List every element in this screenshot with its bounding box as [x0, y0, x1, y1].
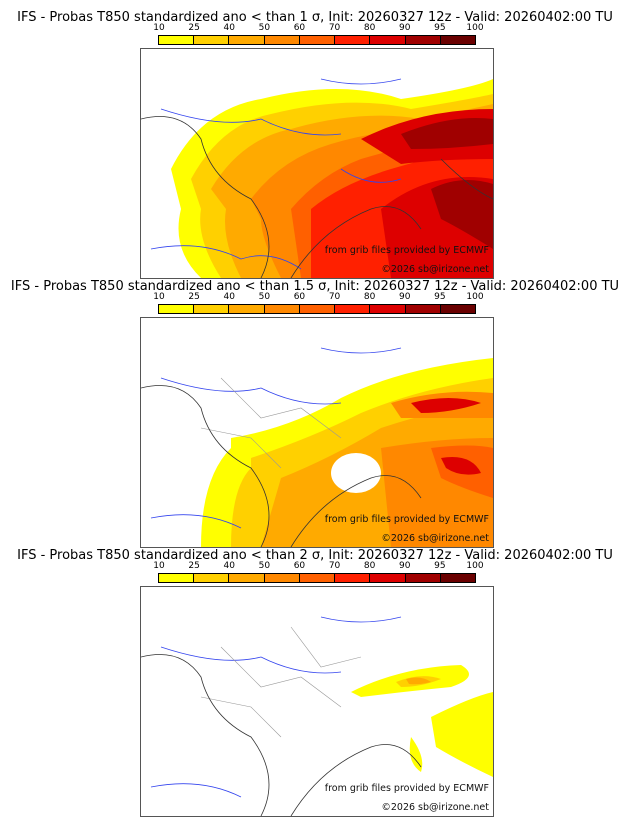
colorbar-tick-label: 90	[399, 23, 411, 33]
colorbar-tick-label: 25	[188, 561, 200, 571]
colorbar-segment	[299, 574, 336, 582]
credit-text: from grib files provided by ECMWF	[324, 514, 489, 525]
colorbar-tick-label: 90	[399, 561, 411, 571]
colorbar-segment	[405, 36, 441, 44]
colorbar-segment	[159, 305, 195, 313]
panel-1-5sigma: IFS - Probas T850 standardized ano < tha…	[0, 269, 630, 548]
colorbar-tick-label: 95	[434, 23, 446, 33]
credit-text: from grib files provided by ECMWF	[324, 783, 489, 794]
colorbar-tick-label: 95	[434, 561, 446, 571]
colorbar	[158, 304, 476, 314]
colorbar-segment	[194, 574, 230, 582]
colorbar-segment	[440, 305, 475, 313]
colorbar-segment	[264, 36, 300, 44]
panel-title: IFS - Probas T850 standardized ano < tha…	[17, 548, 613, 563]
colorbar-segment	[264, 305, 300, 313]
map-field	[141, 78, 493, 278]
colorbar-segment	[335, 305, 371, 313]
colorbar-segment	[299, 305, 336, 313]
map-field	[141, 347, 493, 547]
colorbar-tick-label: 90	[399, 292, 411, 302]
colorbar-tick-label: 60	[293, 23, 306, 33]
colorbar-tick-label: 95	[434, 292, 446, 302]
colorbar-tick-label: 60	[293, 561, 306, 571]
probability-map: from grib files provided by ECMWF ©2026 …	[140, 48, 494, 279]
panel-title: IFS - Probas T850 standardized ano < tha…	[10, 279, 620, 294]
colorbar-tick-label: 25	[188, 292, 200, 302]
colorbar-tick-label: 10	[153, 292, 165, 302]
colorbar-tick-label: 10	[153, 561, 165, 571]
colorbar-tick-label: 70	[328, 292, 341, 302]
colorbar-segment	[159, 574, 195, 582]
probability-map: from grib files provided by ECMWF ©2026 …	[140, 317, 494, 548]
colorbar-segment	[229, 305, 265, 313]
credit-text: from grib files provided by ECMWF	[324, 245, 489, 256]
colorbar-segment	[440, 574, 475, 582]
panel-2sigma: IFS - Probas T850 standardized ano < tha…	[0, 538, 630, 817]
colorbar-tick-label: 50	[258, 561, 271, 571]
colorbar-tick-label: 40	[223, 561, 235, 571]
colorbar-segment	[370, 305, 406, 313]
copyright-text: ©2026 sb@irizone.net	[381, 533, 489, 544]
colorbar-tick-label: 50	[258, 292, 271, 302]
colorbar-segment	[440, 36, 475, 44]
colorbar-segment	[229, 36, 265, 44]
colorbar-tick-label: 80	[363, 23, 376, 33]
colorbar-segment	[405, 305, 441, 313]
colorbar-tick-label: 80	[363, 561, 376, 571]
colorbar-segment	[194, 36, 230, 44]
colorbar-tick-label: 10	[153, 23, 165, 33]
colorbar-tick-label: 70	[328, 23, 341, 33]
colorbar-tick-label: 80	[363, 292, 376, 302]
colorbar-segment	[194, 305, 230, 313]
copyright-text: ©2026 sb@irizone.net	[381, 264, 489, 275]
colorbar	[158, 573, 476, 583]
probability-map: from grib files provided by ECMWF ©2026 …	[140, 586, 494, 817]
colorbar-tick-label: 40	[223, 292, 235, 302]
colorbar-tick-label: 50	[258, 23, 271, 33]
colorbar-segment	[299, 36, 336, 44]
colorbar-segment	[370, 36, 406, 44]
colorbar-tick-label: 100	[466, 23, 484, 33]
colorbar-segment	[159, 36, 195, 44]
colorbar	[158, 35, 476, 45]
colorbar-tick-label: 100	[466, 292, 484, 302]
colorbar-tick-label: 25	[188, 23, 200, 33]
map-field	[141, 616, 493, 816]
colorbar-tick-label: 40	[223, 23, 235, 33]
colorbar-segment	[405, 574, 441, 582]
colorbar-segment	[335, 36, 371, 44]
copyright-text: ©2026 sb@irizone.net	[381, 802, 489, 813]
colorbar-tick-label: 60	[293, 292, 306, 302]
colorbar-tick-label: 100	[466, 561, 484, 571]
colorbar-tick-label: 70	[328, 561, 341, 571]
panel-1sigma: IFS - Probas T850 standardized ano < tha…	[0, 0, 630, 279]
colorbar-segment	[229, 574, 265, 582]
panel-title: IFS - Probas T850 standardized ano < tha…	[17, 10, 613, 25]
colorbar-segment	[264, 574, 300, 582]
colorbar-segment	[335, 574, 371, 582]
colorbar-segment	[370, 574, 406, 582]
